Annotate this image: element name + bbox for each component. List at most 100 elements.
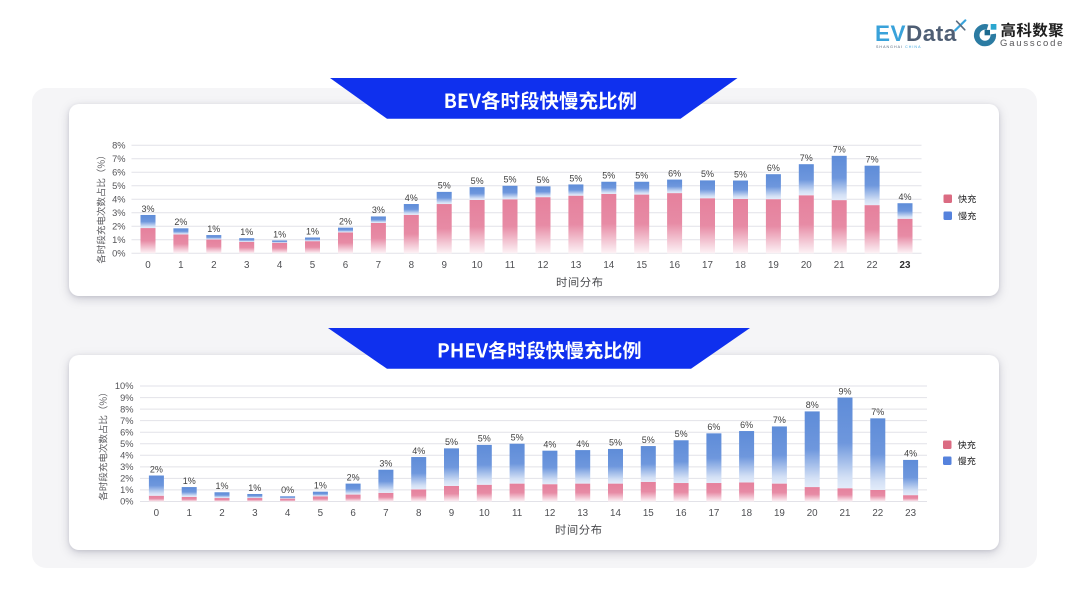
svg-text:7%: 7%	[120, 416, 133, 426]
svg-text:14: 14	[610, 508, 621, 519]
svg-text:4: 4	[277, 260, 283, 271]
svg-text:23: 23	[905, 508, 916, 519]
svg-text:5%: 5%	[536, 175, 549, 185]
svg-text:5%: 5%	[471, 176, 484, 186]
svg-text:1%: 1%	[314, 481, 327, 491]
svg-text:0%: 0%	[120, 497, 133, 507]
svg-text:21: 21	[840, 508, 851, 519]
svg-text:5%: 5%	[511, 433, 524, 443]
svg-text:2%: 2%	[120, 474, 133, 484]
svg-text:5%: 5%	[734, 169, 747, 179]
svg-text:5%: 5%	[675, 429, 688, 439]
svg-text:1%: 1%	[248, 483, 261, 493]
svg-text:4%: 4%	[405, 193, 418, 203]
svg-text:1%: 1%	[273, 229, 286, 239]
svg-text:2%: 2%	[347, 472, 360, 482]
svg-text:7%: 7%	[800, 153, 813, 163]
svg-text:18: 18	[741, 508, 752, 519]
svg-text:5%: 5%	[438, 181, 451, 191]
svg-text:7: 7	[383, 508, 388, 519]
svg-text:16: 16	[669, 260, 680, 271]
svg-text:8%: 8%	[112, 141, 125, 151]
svg-text:19: 19	[768, 260, 779, 271]
svg-text:1%: 1%	[120, 485, 133, 495]
svg-text:1%: 1%	[306, 226, 319, 236]
svg-text:5%: 5%	[478, 434, 491, 444]
svg-text:22: 22	[867, 260, 878, 271]
svg-text:23: 23	[900, 260, 911, 271]
svg-text:5: 5	[318, 508, 324, 519]
svg-text:4%: 4%	[898, 192, 911, 202]
svg-text:4%: 4%	[576, 439, 589, 449]
svg-text:12: 12	[544, 508, 555, 519]
svg-text:3: 3	[252, 508, 258, 519]
svg-text:5%: 5%	[445, 437, 458, 447]
svg-text:1%: 1%	[207, 224, 220, 234]
svg-text:2%: 2%	[150, 464, 163, 474]
svg-text:9: 9	[449, 508, 454, 519]
svg-text:3%: 3%	[120, 462, 133, 472]
svg-text:8: 8	[416, 508, 422, 519]
svg-text:2: 2	[211, 260, 216, 271]
svg-text:4%: 4%	[120, 451, 133, 461]
svg-text:11: 11	[512, 508, 522, 519]
svg-text:17: 17	[708, 508, 719, 519]
svg-text:9: 9	[441, 260, 446, 271]
svg-text:5%: 5%	[701, 169, 714, 179]
svg-text:6%: 6%	[767, 163, 780, 173]
svg-text:6%: 6%	[120, 427, 133, 437]
svg-text:16: 16	[676, 508, 687, 519]
svg-text:7%: 7%	[833, 145, 846, 155]
svg-text:7: 7	[376, 260, 381, 271]
svg-text:4%: 4%	[412, 446, 425, 456]
svg-text:10%: 10%	[115, 381, 134, 391]
svg-text:6%: 6%	[668, 168, 681, 178]
svg-text:22: 22	[872, 508, 883, 519]
svg-text:17: 17	[702, 260, 713, 271]
svg-text:18: 18	[735, 260, 746, 271]
svg-text:9%: 9%	[120, 393, 133, 403]
svg-text:1: 1	[186, 508, 191, 519]
svg-text:13: 13	[577, 508, 588, 519]
svg-text:0: 0	[145, 260, 151, 271]
svg-text:5%: 5%	[635, 171, 648, 181]
svg-text:1%: 1%	[215, 481, 228, 491]
svg-text:6%: 6%	[707, 422, 720, 432]
svg-text:3%: 3%	[141, 204, 154, 214]
svg-text:7%: 7%	[871, 407, 884, 417]
svg-text:3%: 3%	[372, 205, 385, 215]
svg-text:19: 19	[774, 508, 785, 519]
svg-text:2: 2	[219, 508, 224, 519]
svg-text:20: 20	[801, 260, 812, 271]
svg-text:15: 15	[643, 508, 654, 519]
svg-text:3: 3	[244, 260, 250, 271]
svg-text:10: 10	[479, 508, 490, 519]
svg-text:0%: 0%	[281, 485, 294, 495]
svg-text:2%: 2%	[174, 217, 187, 227]
svg-text:8%: 8%	[120, 404, 133, 414]
svg-text:10: 10	[472, 260, 483, 271]
svg-text:8: 8	[409, 260, 415, 271]
svg-text:8%: 8%	[806, 400, 819, 410]
svg-text:7%: 7%	[112, 154, 125, 164]
svg-text:4: 4	[285, 508, 291, 519]
svg-text:0: 0	[154, 508, 160, 519]
svg-text:1: 1	[178, 260, 183, 271]
svg-text:14: 14	[603, 260, 614, 271]
svg-text:4%: 4%	[112, 195, 125, 205]
svg-text:1%: 1%	[183, 476, 196, 486]
svg-text:11: 11	[505, 260, 515, 271]
svg-text:4%: 4%	[543, 440, 556, 450]
svg-text:5%: 5%	[112, 181, 125, 191]
svg-text:5%: 5%	[602, 171, 615, 181]
svg-text:12: 12	[538, 260, 549, 271]
svg-text:4%: 4%	[904, 449, 917, 459]
svg-text:3%: 3%	[379, 459, 392, 469]
svg-text:3%: 3%	[112, 208, 125, 218]
svg-text:2%: 2%	[339, 217, 352, 227]
svg-text:5%: 5%	[609, 438, 622, 448]
svg-text:6%: 6%	[112, 168, 125, 178]
svg-text:9%: 9%	[838, 386, 851, 396]
svg-text:6: 6	[343, 260, 349, 271]
svg-text:5: 5	[310, 260, 316, 271]
